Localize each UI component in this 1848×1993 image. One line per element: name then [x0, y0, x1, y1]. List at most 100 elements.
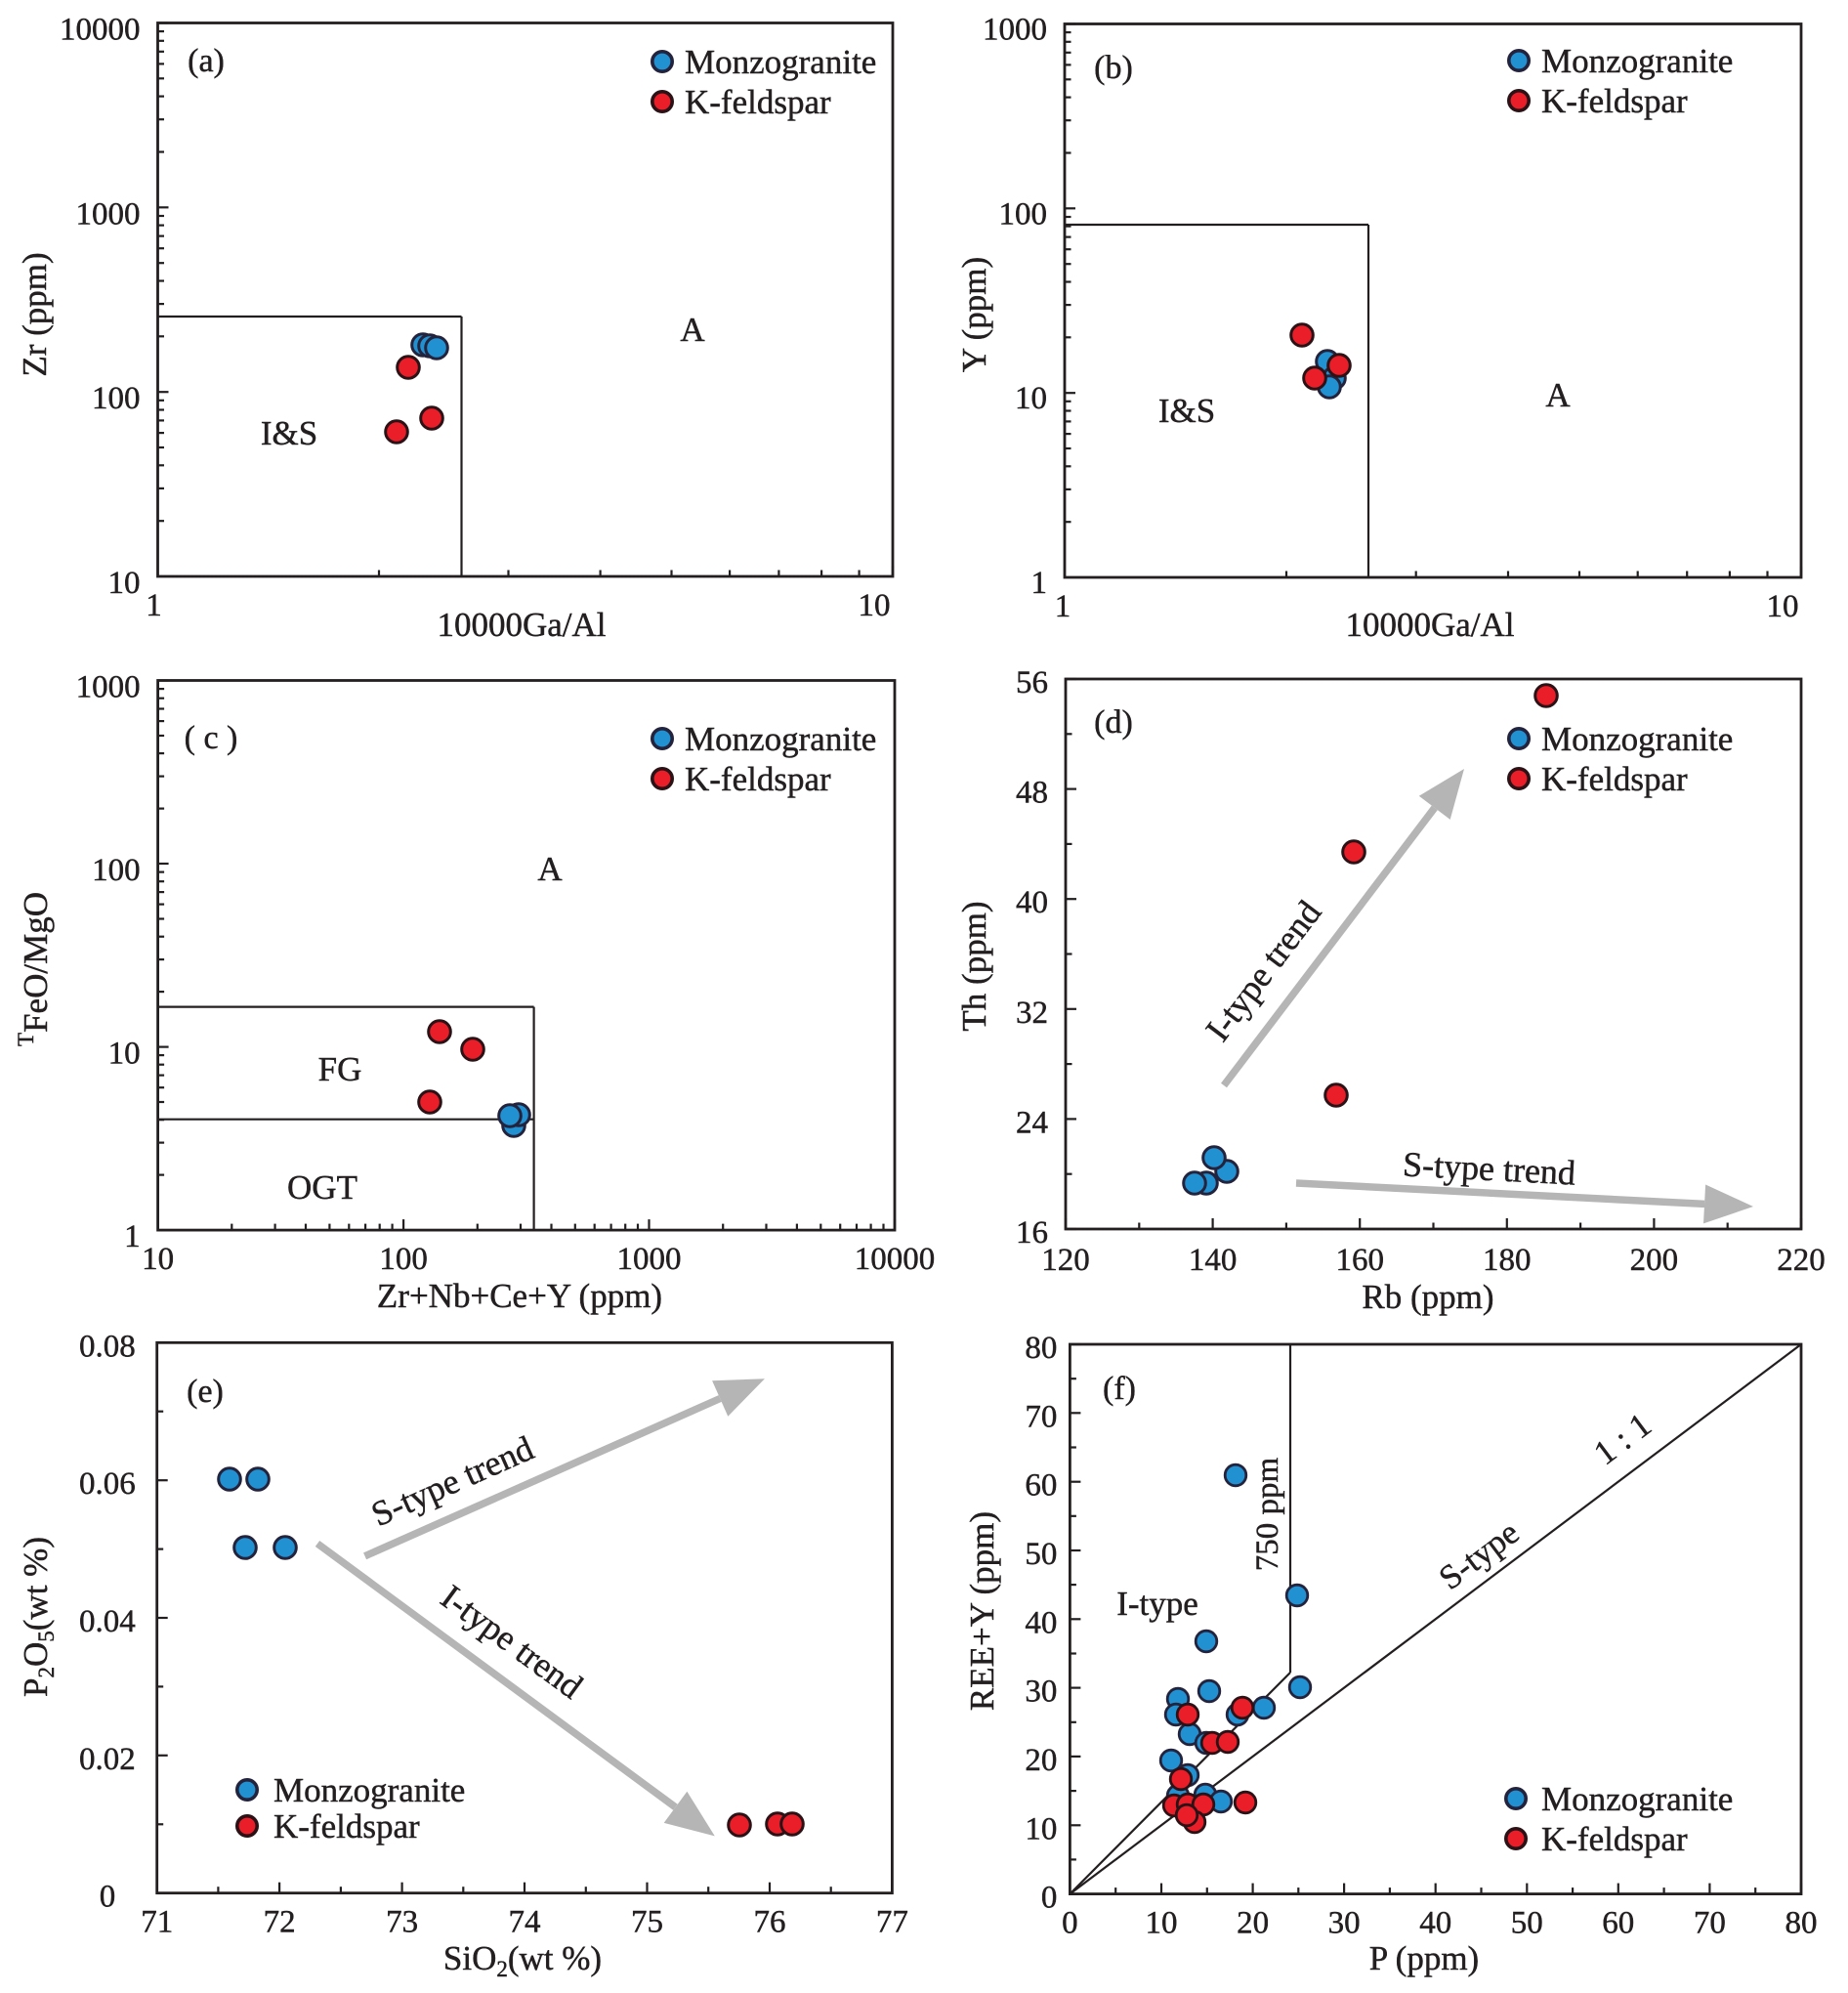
svg-text:0.02: 0.02 — [79, 1742, 136, 1777]
svg-text:0: 0 — [1041, 1881, 1058, 1916]
svg-text:10: 10 — [1025, 1811, 1057, 1846]
svg-text:10: 10 — [1767, 589, 1799, 624]
svg-text:30: 30 — [1025, 1675, 1057, 1710]
svg-text:1: 1 — [146, 588, 162, 623]
svg-text:0.06: 0.06 — [79, 1466, 136, 1502]
svg-text:Zr+Nb+Ce+Y (ppm): Zr+Nb+Ce+Y (ppm) — [377, 1277, 662, 1315]
svg-text:56: 56 — [1016, 665, 1048, 700]
svg-text:0: 0 — [1062, 1906, 1078, 1941]
svg-text:40: 40 — [1016, 885, 1048, 920]
svg-text:10: 10 — [142, 1242, 174, 1277]
svg-text:750 ppm: 750 ppm — [1250, 1457, 1285, 1571]
svg-text:1000: 1000 — [983, 13, 1047, 48]
svg-text:74: 74 — [509, 1905, 541, 1940]
svg-text:77: 77 — [876, 1905, 908, 1940]
svg-text:Monzogranite: Monzogranite — [1541, 720, 1733, 758]
svg-text:40: 40 — [1025, 1605, 1057, 1640]
svg-text:10000Ga/Al: 10000Ga/Al — [437, 606, 606, 644]
svg-text:REE+Y (ppm): REE+Y (ppm) — [963, 1511, 1001, 1711]
svg-text:71: 71 — [141, 1905, 173, 1940]
svg-text:I&S: I&S — [1158, 392, 1215, 430]
svg-text:K-feldspar: K-feldspar — [685, 760, 831, 798]
svg-text:SiO2(wt %): SiO2(wt %) — [443, 1939, 602, 1981]
svg-text:1: 1 — [1055, 589, 1071, 624]
svg-text:76: 76 — [754, 1905, 786, 1940]
svg-text:1000: 1000 — [76, 196, 141, 232]
svg-text:( c ): ( c ) — [185, 720, 238, 756]
svg-text:73: 73 — [386, 1905, 418, 1940]
svg-text:A: A — [680, 311, 705, 349]
svg-text:100: 100 — [999, 196, 1048, 232]
svg-text:72: 72 — [264, 1905, 296, 1940]
svg-text:I&S: I&S — [261, 414, 317, 452]
svg-text:1000: 1000 — [617, 1242, 682, 1277]
svg-text:40: 40 — [1419, 1906, 1451, 1941]
svg-text:K-feldspar: K-feldspar — [1541, 1820, 1688, 1858]
svg-text:TFeO/MgO: TFeO/MgO — [14, 892, 55, 1046]
svg-text:20: 20 — [1237, 1906, 1269, 1941]
svg-text:Monzogranite: Monzogranite — [1541, 42, 1733, 80]
svg-text:Monzogranite: Monzogranite — [685, 43, 876, 81]
svg-text:(d): (d) — [1094, 704, 1133, 741]
svg-text:160: 160 — [1335, 1243, 1384, 1278]
svg-text:K-feldspar: K-feldspar — [1541, 760, 1688, 798]
svg-text:80: 80 — [1025, 1331, 1057, 1366]
svg-text:1: 1 — [124, 1219, 141, 1254]
svg-text:10: 10 — [859, 588, 891, 623]
svg-text:10000Ga/Al: 10000Ga/Al — [1345, 606, 1514, 644]
svg-text:A: A — [1545, 376, 1571, 414]
svg-text:70: 70 — [1025, 1399, 1057, 1434]
svg-text:50: 50 — [1025, 1537, 1057, 1572]
svg-text:Monzogranite: Monzogranite — [685, 720, 876, 758]
svg-text:(e): (e) — [187, 1374, 224, 1410]
svg-text:K-feldspar: K-feldspar — [273, 1807, 420, 1845]
svg-text:K-feldspar: K-feldspar — [685, 83, 831, 121]
svg-text:48: 48 — [1016, 776, 1048, 811]
svg-text:Monzogranite: Monzogranite — [1541, 1780, 1733, 1818]
svg-text:100: 100 — [379, 1242, 428, 1277]
svg-text:(a): (a) — [188, 43, 225, 79]
svg-text:P (ppm): P (ppm) — [1369, 1939, 1479, 1977]
svg-text:Rb (ppm): Rb (ppm) — [1362, 1278, 1493, 1316]
svg-text:Monzogranite: Monzogranite — [273, 1771, 465, 1809]
svg-text:30: 30 — [1328, 1906, 1361, 1941]
svg-text:16: 16 — [1016, 1215, 1048, 1251]
svg-text:Zr (ppm): Zr (ppm) — [16, 252, 54, 376]
svg-text:I-type: I-type — [1116, 1585, 1198, 1623]
svg-text:180: 180 — [1483, 1243, 1532, 1278]
svg-text:220: 220 — [1777, 1243, 1826, 1278]
svg-text:50: 50 — [1511, 1906, 1543, 1941]
svg-text:1000: 1000 — [76, 670, 141, 705]
svg-text:10: 10 — [1015, 381, 1047, 416]
svg-text:(f): (f) — [1103, 1371, 1136, 1407]
svg-text:10000: 10000 — [855, 1242, 936, 1277]
svg-text:K-feldspar: K-feldspar — [1541, 82, 1688, 120]
svg-text:10: 10 — [108, 566, 141, 601]
svg-text:32: 32 — [1016, 996, 1048, 1031]
svg-text:10: 10 — [1146, 1906, 1178, 1941]
svg-text:70: 70 — [1694, 1906, 1726, 1941]
svg-text:10: 10 — [108, 1037, 141, 1072]
svg-text:0: 0 — [100, 1880, 116, 1915]
svg-text:(b): (b) — [1094, 50, 1133, 86]
svg-text:100: 100 — [92, 853, 141, 888]
svg-text:60: 60 — [1602, 1906, 1634, 1941]
svg-text:OGT: OGT — [287, 1168, 357, 1207]
svg-text:Y (ppm): Y (ppm) — [955, 257, 993, 372]
svg-text:A: A — [537, 850, 563, 888]
svg-text:120: 120 — [1041, 1243, 1090, 1278]
svg-text:100: 100 — [92, 381, 141, 416]
svg-text:20: 20 — [1025, 1743, 1057, 1778]
svg-text:24: 24 — [1016, 1105, 1048, 1140]
svg-text:60: 60 — [1025, 1468, 1057, 1504]
svg-text:10000: 10000 — [60, 13, 141, 48]
svg-text:80: 80 — [1785, 1906, 1818, 1941]
svg-text:S-type trend: S-type trend — [1402, 1144, 1576, 1192]
svg-text:140: 140 — [1189, 1243, 1238, 1278]
svg-text:FG: FG — [318, 1050, 362, 1088]
svg-text:200: 200 — [1630, 1243, 1679, 1278]
svg-text:0.08: 0.08 — [79, 1329, 136, 1364]
svg-text:Th (ppm): Th (ppm) — [955, 901, 993, 1031]
svg-text:75: 75 — [631, 1905, 663, 1940]
svg-text:1: 1 — [1031, 566, 1048, 601]
